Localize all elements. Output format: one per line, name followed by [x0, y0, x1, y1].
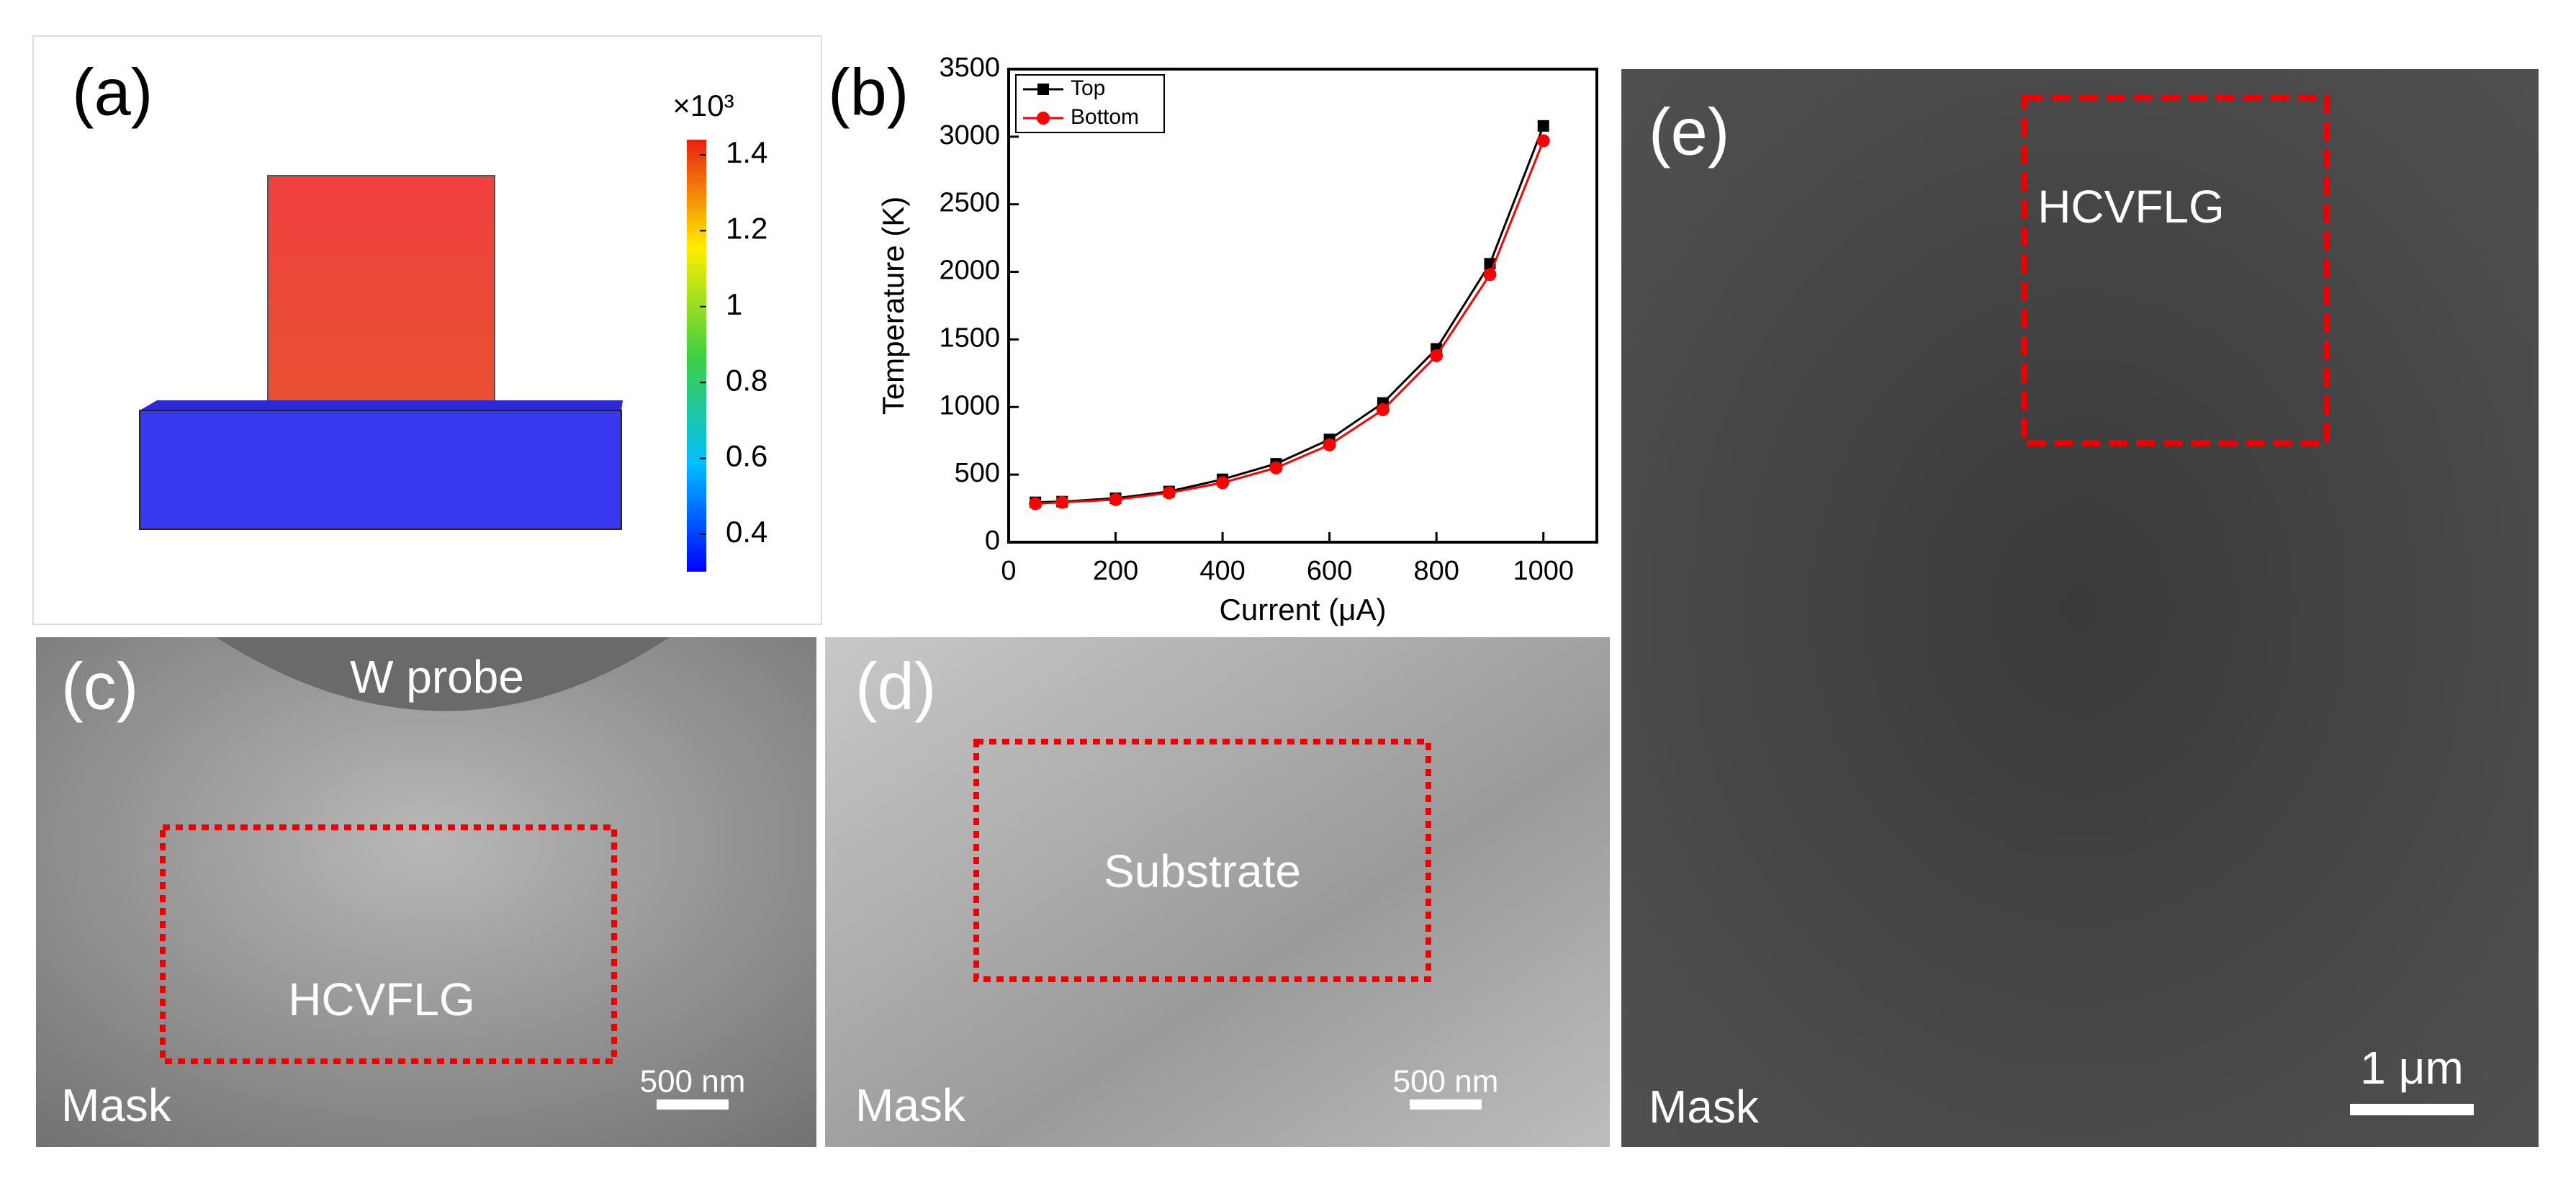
annotation: Mask [61, 1079, 172, 1131]
legend-label: Top [1071, 76, 1105, 100]
scale-bar [2350, 1104, 2474, 1115]
x-tick-label: 800 [1413, 556, 1459, 586]
data-point [1483, 268, 1497, 282]
x-tick-label: 0 [1001, 556, 1016, 586]
x-tick-label: 600 [1307, 556, 1352, 586]
legend-label: Bottom [1071, 105, 1139, 129]
data-point [1430, 348, 1444, 362]
panel-d: (d) Substrate Mask 500 nm [825, 637, 1610, 1147]
scale-label: 1 μm [2360, 1042, 2464, 1094]
data-point [1323, 438, 1336, 451]
panel-label: (d) [855, 649, 936, 723]
panel-label: (e) [1649, 95, 1729, 168]
legend-marker [1037, 112, 1050, 125]
sem-image [1621, 69, 2539, 1147]
block [267, 175, 495, 403]
colorbar-tick-label: 1.2 [726, 211, 767, 245]
panel-e: (e) HCVFLG Mask 1 μm [1621, 69, 2539, 1147]
region-box [2021, 94, 2330, 446]
data-point [1162, 486, 1176, 500]
x-tick-label: 1000 [1513, 556, 1574, 586]
colorbar-tick-label: 0.8 [726, 363, 767, 397]
colorbar-multiplier: ×10³ [672, 89, 734, 122]
data-point [1269, 461, 1283, 474]
series-line [1035, 125, 1545, 504]
annotation: HCVFLG [288, 973, 475, 1025]
y-tick-label: 2000 [939, 256, 1000, 286]
annotation: Mask [1649, 1081, 1760, 1133]
y-tick-label: 3500 [939, 53, 1000, 83]
data-point [1029, 497, 1042, 510]
y-tick-label: 2500 [939, 188, 1000, 218]
data-point [1537, 120, 1549, 132]
plot-frame [1007, 68, 1598, 544]
colorbar-tick-label: 1.4 [726, 135, 767, 169]
panel-label: (c) [61, 649, 138, 723]
x-axis-label: Current (μA) [1220, 593, 1387, 626]
y-axis-label: Temperature (K) [876, 197, 910, 415]
annotation: W probe [350, 651, 524, 703]
y-tick-label: 0 [985, 526, 1000, 556]
panel-c: (c) W probe HCVFLG Mask 500 nm [36, 637, 816, 1147]
annotation: HCVFLG [2037, 181, 2225, 233]
series-line [1035, 140, 1545, 505]
panel-label: (a) [72, 55, 153, 129]
panel-b: (b) 0 200 400 600 800 1000 0 500 1000 1500 2000 250… [828, 53, 1598, 626]
slab-top [140, 400, 623, 410]
colorbar [687, 140, 706, 572]
legend-marker [1037, 84, 1049, 95]
scale-bar [1410, 1099, 1482, 1110]
data-point [1216, 476, 1230, 490]
region-box [160, 824, 617, 1064]
probe [216, 637, 670, 711]
sem-image [825, 637, 1610, 1147]
colorbar-tick-label: 1 [726, 287, 742, 321]
region-box [973, 739, 1431, 982]
y-tick-label: 1500 [939, 323, 1000, 353]
y-tick-label: 3000 [939, 120, 1000, 150]
colorbar-tick-label: 0.6 [726, 439, 767, 473]
y-tick-label: 500 [955, 458, 1000, 488]
annotation: Substrate [1104, 845, 1301, 897]
x-tick-label: 400 [1199, 556, 1245, 586]
annotation: Mask [855, 1079, 966, 1131]
scale-label: 500 nm [640, 1064, 746, 1099]
data-point [1536, 134, 1550, 148]
scale-label: 500 nm [1393, 1064, 1499, 1099]
panel-label: (b) [828, 55, 909, 129]
x-tick-label: 200 [1093, 556, 1138, 586]
data-point [1376, 403, 1390, 417]
scale-bar [657, 1099, 729, 1110]
colorbar-ticks: 1.4 1.2 1 0.8 0.6 0.4 [700, 135, 767, 549]
y-tick-label: 1000 [939, 390, 1000, 420]
data-point [1055, 495, 1069, 509]
data-point [1109, 492, 1122, 506]
colorbar-tick-label: 0.4 [726, 515, 767, 549]
slab [139, 410, 622, 530]
panel-a: (a) ×10³ 1.4 1.2 1 0.8 0.6 0.4 [32, 35, 822, 625]
